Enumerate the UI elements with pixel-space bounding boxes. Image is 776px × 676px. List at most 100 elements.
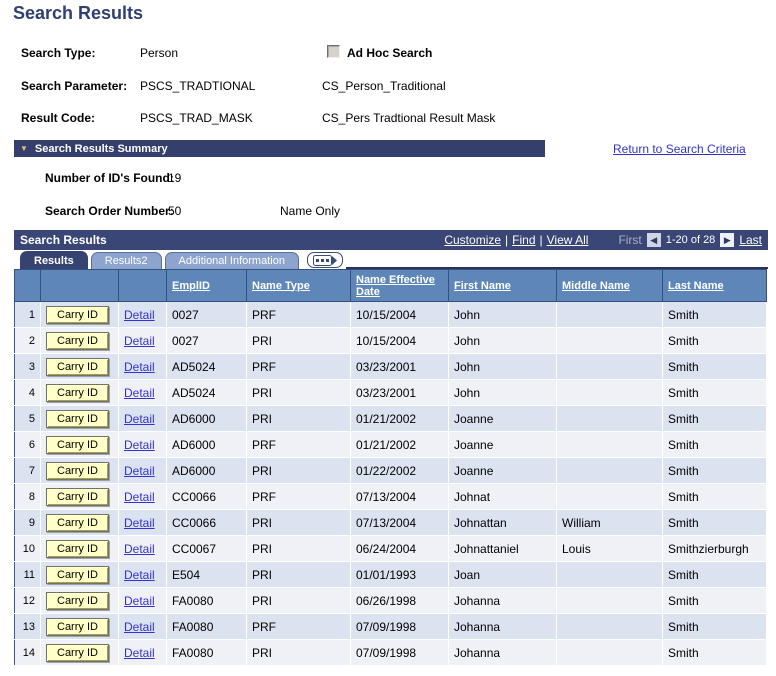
detail-link[interactable]: Detail [124, 333, 155, 348]
detail-link[interactable]: Detail [124, 541, 155, 556]
carry-id-button[interactable]: Carry ID [46, 383, 109, 402]
cell-name-type: PRI [246, 561, 351, 588]
cell-middle-name [556, 431, 663, 458]
link-separator: | [505, 233, 509, 247]
cell-last-name: Smith [662, 327, 767, 354]
carry-id-button[interactable]: Carry ID [46, 305, 109, 324]
tab-additional-information[interactable]: Additional Information [164, 252, 299, 269]
cell-first-name: Joanne [448, 405, 557, 432]
column-header-name-type: Name Type [246, 269, 351, 302]
detail-link[interactable]: Detail [124, 567, 155, 582]
cell-emplid: AD5024 [166, 379, 247, 406]
carry-id-button[interactable]: Carry ID [46, 591, 109, 610]
detail-link[interactable]: Detail [124, 411, 155, 426]
cell-first-name: Johanna [448, 613, 557, 640]
collapse-triangle-icon: ▼ [20, 144, 28, 153]
link-separator: | [539, 233, 543, 247]
column-sort-link-emplid[interactable]: EmplID [172, 279, 210, 292]
detail-link[interactable]: Detail [124, 437, 155, 452]
summary-section-title: Search Results Summary [34, 142, 168, 155]
cell-middle-name [556, 639, 663, 666]
result-code-value: PSCS_TRAD_MASK [140, 111, 253, 125]
detail-link[interactable]: Detail [124, 489, 155, 504]
carry-id-button[interactable]: Carry ID [46, 357, 109, 376]
cell-emplid: AD6000 [166, 431, 247, 458]
cell-emplid: 0027 [166, 301, 247, 328]
ad-hoc-search-checkbox[interactable] [327, 45, 340, 58]
detail-cell: Detail [118, 301, 167, 328]
cell-name-type: PRI [246, 379, 351, 406]
ad-hoc-search-label: Ad Hoc Search [347, 46, 433, 60]
carry-id-button[interactable]: Carry ID [46, 565, 109, 584]
show-all-columns-button[interactable] [306, 252, 343, 268]
carry-id-button[interactable]: Carry ID [46, 409, 109, 428]
column-sort-link-last-name[interactable]: Last Name [668, 279, 724, 292]
cell-name-effective-date: 10/15/2004 [350, 301, 449, 328]
carry-id-button[interactable]: Carry ID [46, 461, 109, 480]
pager-last-link[interactable]: Last [739, 233, 762, 247]
grid-title: Search Results [20, 233, 107, 247]
results-table: EmplID Name Type Name Effective Date First … [14, 269, 767, 666]
column-header-last-name: Last Name [662, 269, 767, 302]
column-header-name-effective-date: Name Effective Date [350, 269, 449, 302]
detail-link[interactable]: Detail [124, 463, 155, 478]
cell-last-name: Smith [662, 379, 767, 406]
carry-id-button[interactable]: Carry ID [46, 487, 109, 506]
pager-first-label: First [618, 233, 642, 247]
tab-results2[interactable]: Results2 [90, 252, 162, 269]
tab-results[interactable]: Results [20, 251, 88, 269]
show-all-columns-icon [312, 254, 337, 266]
detail-link[interactable]: Detail [124, 619, 155, 634]
detail-link[interactable]: Detail [124, 359, 155, 374]
cell-first-name: Johanna [448, 587, 557, 614]
detail-link[interactable]: Detail [124, 515, 155, 530]
detail-cell: Detail [118, 639, 167, 666]
cell-middle-name [556, 379, 663, 406]
grid-tab-strip: Results Results2 Additional Information [14, 250, 768, 269]
cell-name-type: PRI [246, 639, 351, 666]
cell-name-effective-date: 07/13/2004 [350, 483, 449, 510]
pager-previous-icon[interactable]: ◀ [646, 233, 661, 247]
summary-section-header[interactable]: ▼ Search Results Summary [14, 140, 545, 157]
column-sort-link-name-effective-date[interactable]: Name Effective Date [356, 273, 435, 298]
column-sort-link-name-type[interactable]: Name Type [252, 279, 310, 292]
return-to-search-criteria-link[interactable]: Return to Search Criteria [613, 142, 746, 156]
carry-id-cell: Carry ID [40, 587, 119, 614]
cell-first-name: Johnat [448, 483, 557, 510]
table-row: 6 Carry ID Detail AD6000 PRF 01/21/2002 Joanne… [14, 431, 767, 458]
view-all-link[interactable]: View All [546, 233, 589, 247]
carry-id-button[interactable]: Carry ID [46, 513, 109, 532]
cell-name-effective-date: 01/22/2002 [350, 457, 449, 484]
carry-id-button[interactable]: Carry ID [46, 643, 109, 662]
cell-name-type: PRI [246, 509, 351, 536]
pager-next-icon[interactable]: ▶ [720, 233, 735, 247]
column-sort-link-middle-name[interactable]: Middle Name [562, 279, 630, 292]
detail-link[interactable]: Detail [124, 307, 155, 322]
detail-cell: Detail [118, 405, 167, 432]
cell-name-effective-date: 10/15/2004 [350, 327, 449, 354]
carry-id-cell: Carry ID [40, 613, 119, 640]
cell-name-effective-date: 03/23/2001 [350, 379, 449, 406]
carry-id-button[interactable]: Carry ID [46, 435, 109, 454]
result-code-label: Result Code: [21, 111, 96, 125]
find-link[interactable]: Find [512, 233, 536, 247]
cell-middle-name [556, 301, 663, 328]
cell-emplid: FA0080 [166, 587, 247, 614]
table-row: 5 Carry ID Detail AD6000 PRI 01/21/2002 Joanne… [14, 405, 767, 432]
cell-name-type: PRI [246, 457, 351, 484]
cell-middle-name [556, 327, 663, 354]
detail-link[interactable]: Detail [124, 385, 155, 400]
carry-id-button[interactable]: Carry ID [46, 331, 109, 350]
grid-header-row: EmplID Name Type Name Effective Date First … [14, 269, 767, 302]
carry-id-button[interactable]: Carry ID [46, 617, 109, 636]
detail-link[interactable]: Detail [124, 593, 155, 608]
grid-body: 1 Carry ID Detail 0027 PRF 10/15/2004 John Smit… [14, 301, 767, 666]
detail-link[interactable]: Detail [124, 645, 155, 660]
table-row: 12 Carry ID Detail FA0080 PRI 06/26/1998 Johan… [14, 587, 767, 614]
cell-middle-name [556, 353, 663, 380]
carry-id-button[interactable]: Carry ID [46, 539, 109, 558]
row-number: 6 [14, 431, 41, 458]
customize-link[interactable]: Customize [444, 233, 502, 247]
detail-cell: Detail [118, 379, 167, 406]
column-sort-link-first-name[interactable]: First Name [454, 279, 511, 292]
